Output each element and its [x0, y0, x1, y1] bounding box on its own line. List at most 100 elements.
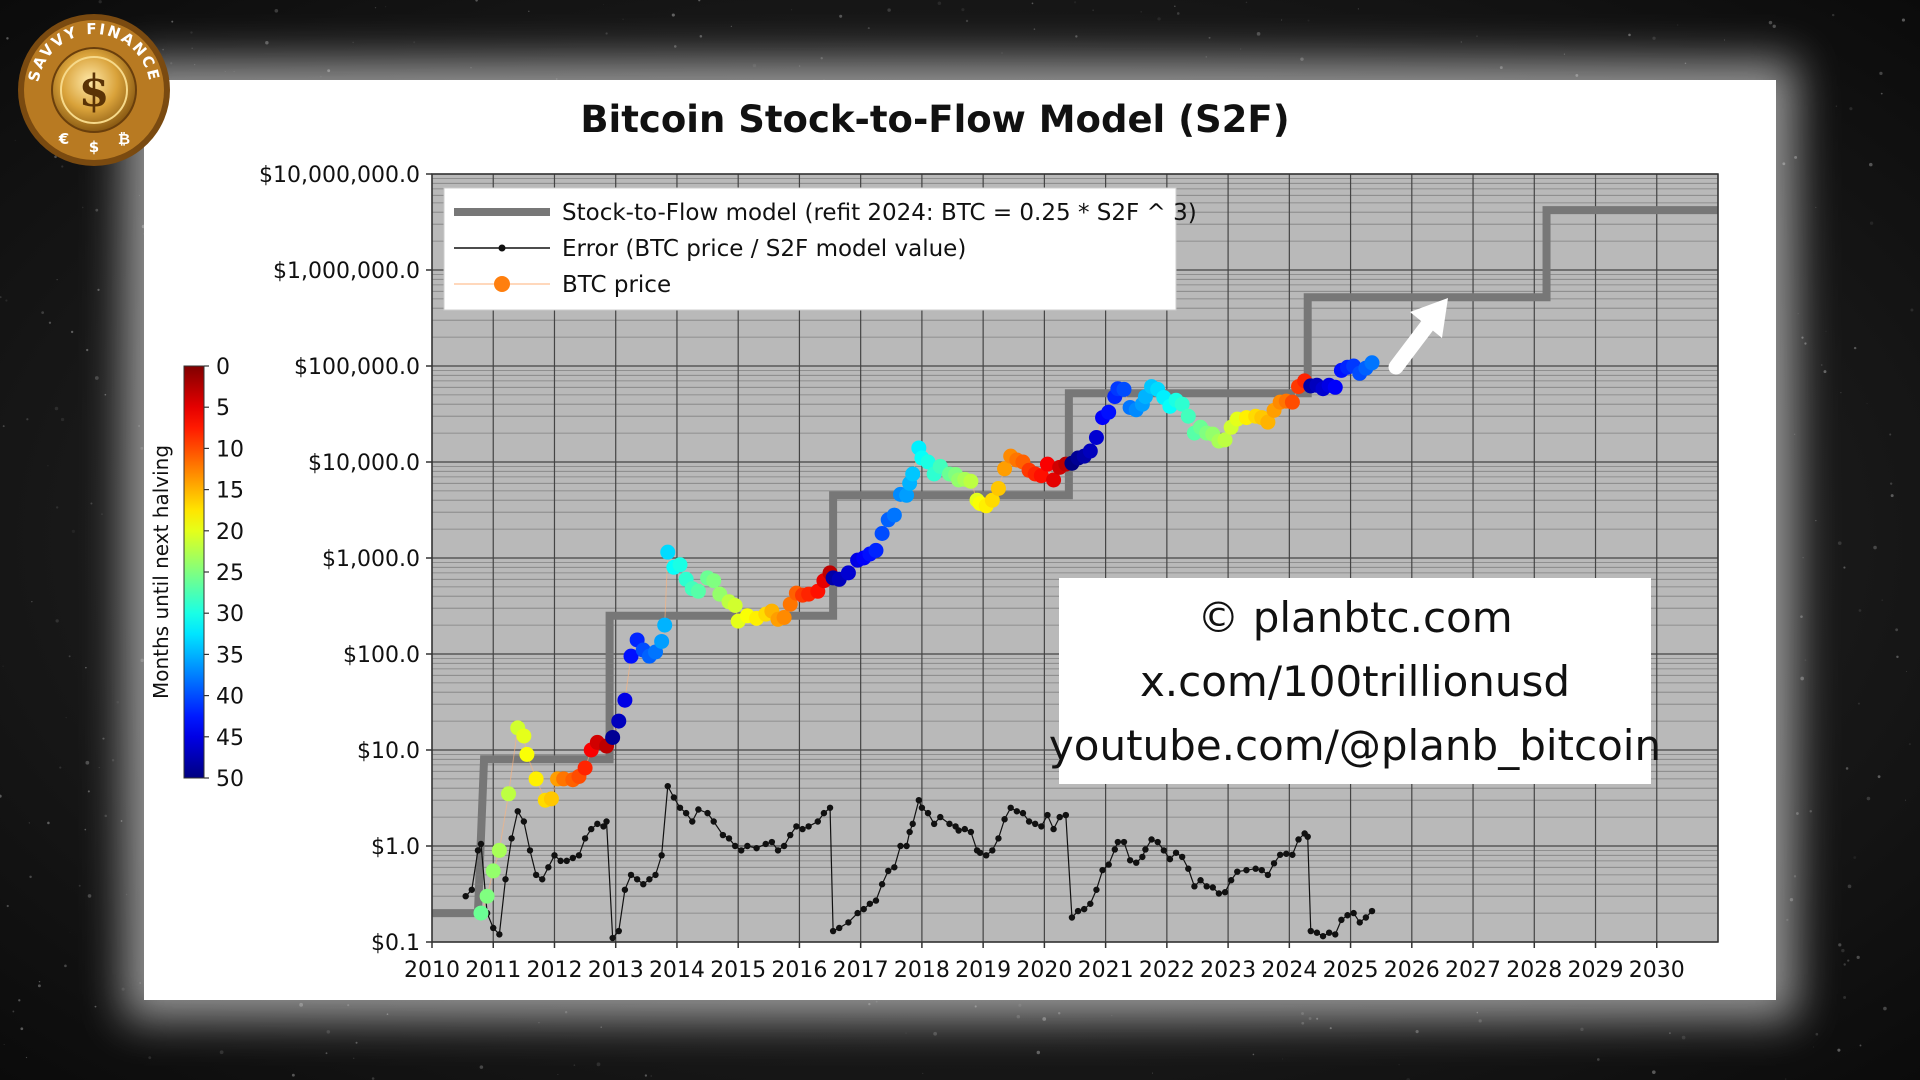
btc-price-point: [963, 473, 979, 489]
error-point: [1368, 907, 1376, 915]
btc-price-point: [1033, 468, 1049, 484]
credits-background: [1059, 578, 1651, 784]
bg-speckle: [1575, 74, 1579, 77]
error-point: [1258, 866, 1265, 874]
error-point: [1325, 929, 1333, 936]
bg-speckle: [961, 8, 965, 12]
bg-speckle: [479, 1065, 484, 1069]
bg-speckle: [353, 1057, 355, 1059]
x-tick-label: 2028: [1506, 958, 1562, 983]
error-point: [695, 806, 702, 813]
bg-speckle: [94, 376, 99, 380]
logo-bitcoin-icon: ₿: [118, 130, 130, 148]
bg-speckle: [1476, 1011, 1479, 1014]
btc-price-point: [657, 617, 673, 633]
error-point: [557, 857, 564, 865]
bg-speckle: [5, 299, 8, 302]
bg-speckle: [1843, 996, 1847, 999]
bg-speckle: [352, 41, 354, 44]
error-point: [526, 847, 534, 854]
bg-speckle: [191, 47, 193, 49]
btc-price-point: [1039, 456, 1055, 472]
error-point: [1304, 833, 1311, 840]
error-point: [744, 842, 751, 850]
bg-speckle: [1724, 39, 1726, 41]
bg-speckle: [1000, 51, 1004, 55]
bg-speckle: [1906, 670, 1907, 672]
bg-speckle: [1151, 1072, 1153, 1074]
error-point: [1295, 836, 1302, 843]
error-point: [704, 809, 711, 817]
bg-speckle: [327, 69, 331, 73]
colorbar-tick-label: 0: [216, 355, 230, 380]
error-point: [1362, 914, 1370, 921]
error-point: [658, 852, 665, 859]
bg-speckle: [1596, 1058, 1600, 1061]
error-point: [845, 919, 852, 926]
bg-speckle: [104, 393, 107, 396]
btc-price-point: [611, 713, 627, 729]
error-point: [1007, 804, 1014, 811]
btc-price-point: [543, 791, 559, 807]
bg-speckle: [386, 1013, 389, 1016]
error-point: [594, 820, 601, 828]
bg-speckle: [69, 932, 71, 933]
bg-speckle: [224, 71, 226, 72]
error-point: [762, 840, 769, 848]
bg-speckle: [1301, 1021, 1305, 1025]
error-point: [1338, 916, 1345, 924]
error-point: [753, 844, 760, 852]
bg-speckle: [6, 904, 9, 908]
bg-speckle: [1797, 313, 1799, 315]
error-point: [860, 905, 867, 913]
btc-price-point: [984, 492, 1000, 508]
error-point: [793, 823, 800, 830]
error-point: [1056, 813, 1063, 821]
error-point: [955, 827, 962, 834]
error-point: [1126, 857, 1134, 864]
bg-speckle: [1669, 1032, 1671, 1034]
error-point: [710, 818, 717, 825]
error-point: [1264, 871, 1272, 879]
bg-speckle: [14, 139, 16, 141]
bg-speckle: [140, 658, 144, 663]
error-point: [532, 871, 540, 879]
error-point: [1270, 860, 1278, 867]
bg-speckle: [190, 31, 193, 34]
bg-speckle: [25, 1056, 28, 1059]
bg-speckle: [374, 7, 377, 9]
bg-speckle: [1804, 342, 1807, 345]
bg-speckle: [730, 25, 732, 27]
error-point: [1001, 816, 1008, 823]
bg-speckle: [1858, 609, 1862, 612]
y-tick-label: $100.0: [343, 643, 420, 668]
bg-speckle: [37, 984, 41, 988]
bg-speckle: [274, 8, 279, 13]
bg-speckle: [1563, 53, 1565, 55]
btc-price-point: [501, 786, 517, 802]
bg-speckle: [1281, 19, 1283, 21]
bg-speckle: [12, 1010, 15, 1013]
error-point: [1105, 861, 1112, 868]
btc-price-point: [840, 565, 856, 581]
error-point: [1307, 927, 1314, 935]
bg-speckle: [1033, 28, 1036, 30]
bg-speckle: [1847, 884, 1852, 889]
btc-price-point: [1116, 381, 1132, 397]
bg-speckle: [28, 822, 31, 824]
bg-speckle: [1357, 8, 1359, 10]
bg-speckle: [111, 759, 115, 762]
bg-speckle: [1176, 12, 1180, 15]
bg-speckle: [326, 1030, 331, 1034]
bg-speckle: [1910, 308, 1914, 312]
bg-speckle: [867, 27, 870, 30]
btc-price-point: [706, 573, 722, 589]
btc-price-point: [672, 557, 688, 573]
bg-speckle: [1245, 1, 1248, 4]
bg-speckle: [600, 1026, 602, 1028]
bg-speckle: [84, 828, 87, 831]
error-point: [854, 909, 861, 917]
bg-speckle: [1831, 13, 1835, 17]
bg-speckle: [1800, 676, 1804, 681]
bg-speckle: [1890, 494, 1894, 498]
